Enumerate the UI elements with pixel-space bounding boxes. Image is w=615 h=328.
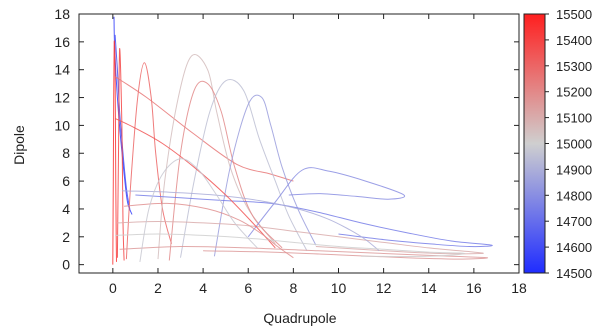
trajectory-line [114, 34, 131, 209]
x-tick-label: 2 [154, 280, 162, 296]
y-tick-label: 18 [54, 6, 70, 22]
trajectory-line [213, 94, 317, 257]
colorbar-tick-label: 15200 [556, 85, 592, 100]
colorbar-tick-label: 15500 [556, 7, 592, 22]
x-axis-label: Quadrupole [263, 310, 336, 326]
trajectory-line [121, 190, 380, 252]
x-tick-label: 16 [466, 280, 482, 296]
trajectory-line [139, 158, 258, 262]
y-tick-label: 4 [62, 201, 70, 217]
y-tick-label: 6 [62, 173, 70, 189]
y-tick-label: 8 [62, 145, 70, 161]
x-tick-label: 10 [331, 280, 347, 296]
trajectory-line [112, 40, 117, 265]
y-tick-label: 0 [62, 257, 70, 273]
y-tick-label: 12 [54, 90, 70, 106]
y-axis-label: Dipole [11, 125, 27, 165]
colorbar-tick-label: 15100 [556, 111, 592, 126]
colorbar-tick-label: 15400 [556, 33, 592, 48]
x-tick-label: 18 [511, 280, 527, 296]
trajectory-line [135, 194, 493, 248]
x-tick-label: 8 [289, 280, 297, 296]
x-tick-label: 14 [421, 280, 437, 296]
series-layer [112, 16, 493, 265]
colorbar-tick-label: 14500 [556, 266, 592, 281]
trajectory-line [115, 233, 466, 258]
y-tick-label: 14 [54, 62, 70, 78]
trajectory-line [119, 245, 488, 260]
y-tick-label: 16 [54, 34, 70, 50]
colorbar-tick-label: 15300 [556, 59, 592, 74]
colorbar-tick-label: 14900 [556, 162, 592, 177]
y-tick-label: 10 [54, 117, 70, 133]
trajectory-line [180, 79, 308, 258]
x-tick-label: 6 [244, 280, 252, 296]
trajectory-line [114, 76, 294, 182]
colorbar [523, 13, 546, 274]
trajectory-line [117, 220, 484, 255]
y-tick-label: 2 [62, 229, 70, 245]
colorbar-tick-label: 14800 [556, 188, 592, 203]
x-tick-label: 12 [376, 280, 392, 296]
plot-frame [78, 13, 520, 274]
colorbar-tick-label: 15000 [556, 137, 592, 152]
colorbar-ticks: 14500 14600 14700 14800 14900 15000 15100 15200… [545, 7, 592, 281]
x-tick-label: 0 [109, 280, 117, 296]
colorbar-tick-label: 14600 [556, 240, 592, 255]
trajectory-line [125, 62, 172, 260]
trajectory-line [168, 80, 283, 261]
trajectory-line [114, 117, 276, 249]
x-axis: 0 2 4 6 8 10 12 14 16 18 [109, 14, 527, 296]
x-tick-label: 4 [199, 280, 207, 296]
y-axis: 0 2 4 6 8 10 12 14 16 18 [54, 6, 519, 273]
trajectory-line [157, 54, 276, 260]
trajectory-line [124, 202, 294, 259]
trajectory-line [247, 167, 406, 238]
colorbar-tick-label: 14700 [556, 214, 592, 229]
